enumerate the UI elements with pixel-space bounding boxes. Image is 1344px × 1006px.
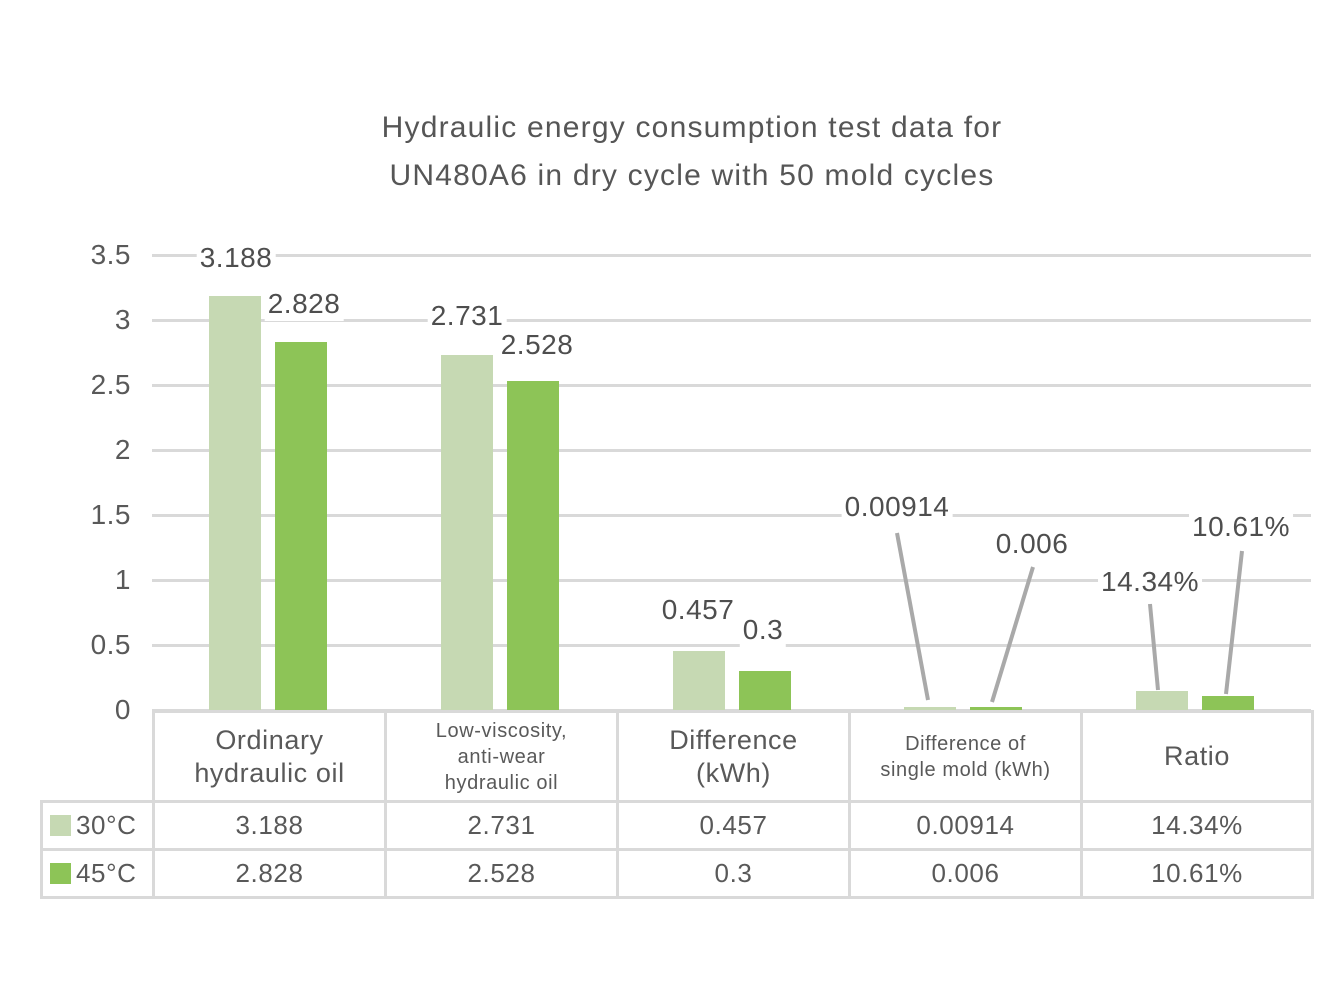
data-label-30c-cat4: 0.00914 [841, 490, 953, 524]
chart-title-line1: Hydraulic energy consumption test data f… [381, 111, 1003, 144]
plot-area [152, 253, 1311, 712]
chart-title-line2: UN480A6 in dry cycle with 50 mold cycles [389, 159, 995, 192]
bar-30c-cat3 [672, 650, 725, 710]
table-value-cell: 2.731 [384, 800, 619, 851]
data-label-30c-cat3: 0.457 [658, 593, 738, 627]
table-value-cell: 0.00914 [848, 800, 1083, 851]
table-value-cell: 3.188 [152, 800, 387, 851]
y-tick-label: 0 [114, 694, 131, 725]
legend-cell-45c: 45°C [40, 848, 155, 899]
data-label-45c-cat5: 10.61% [1189, 510, 1293, 544]
legend-label: 30°C [76, 810, 137, 840]
legend-label: 45°C [76, 858, 137, 888]
table-value-cell: 2.828 [152, 848, 387, 899]
legend-cell-30c: 30°C [40, 800, 155, 851]
table-row: 30°C 3.188 2.731 0.457 0.00914 14.34% [40, 800, 1314, 851]
gridline-y-2 [152, 448, 1311, 452]
data-label-30c-cat1: 3.188 [196, 241, 276, 275]
gridline-y-0 [152, 708, 1311, 712]
bar-30c-cat2 [440, 354, 493, 710]
y-tick-label: 2 [114, 434, 131, 465]
bar-45c-cat2 [506, 381, 559, 710]
table-header-cell: Difference of single mold (kWh) [848, 710, 1083, 803]
bar-30c-cat1 [208, 295, 261, 710]
bar-45c-cat4 [970, 707, 1023, 710]
table-row: 45°C 2.828 2.528 0.3 0.006 10.61% [40, 848, 1314, 899]
bar-45c-cat1 [274, 342, 327, 710]
table-value-cell: 0.006 [848, 848, 1083, 899]
data-table: Ordinary hydraulic oil Low-viscosity, ant… [40, 710, 1314, 899]
gridline-y-2.5 [152, 383, 1311, 387]
data-label-45c-cat2: 2.528 [497, 328, 577, 362]
gridline-y-1.5 [152, 513, 1311, 517]
table-corner-blank-cell [42, 712, 154, 802]
y-tick-label: 1.5 [90, 499, 131, 530]
data-label-45c-cat1: 2.828 [264, 287, 344, 321]
gridline-y-1 [152, 578, 1311, 582]
data-label-45c-cat4: 0.006 [992, 527, 1072, 561]
table-header-cell: Ordinary hydraulic oil [152, 710, 387, 803]
table-value-cell: 14.34% [1080, 800, 1314, 851]
data-label-30c-cat2: 2.731 [427, 299, 507, 333]
table-value-cell: 0.457 [616, 800, 851, 851]
data-label-45c-cat3: 0.3 [739, 613, 787, 647]
data-label-30c-cat5: 14.34% [1098, 565, 1202, 599]
table-header-cell: Low-viscosity, anti-wear hydraulic oil [384, 710, 619, 803]
y-tick-label: 3.5 [90, 239, 131, 270]
y-tick-label: 3 [114, 304, 131, 335]
y-tick-label: 1 [114, 564, 131, 595]
table-value-cell: 2.528 [384, 848, 619, 899]
y-axis: 0 0.5 1 1.5 2 2.5 3 3.5 [0, 239, 131, 725]
gridline-y-0.5 [152, 643, 1311, 647]
bar-30c-cat4 [904, 707, 957, 710]
y-tick-label: 0.5 [90, 629, 131, 660]
bar-30c-cat5 [1136, 691, 1189, 710]
bar-45c-cat5 [1202, 696, 1255, 710]
legend-swatch-icon [50, 863, 71, 884]
table-header-cell: Ratio [1080, 710, 1314, 803]
bar-45c-cat3 [738, 671, 791, 710]
gridline-y-3 [152, 318, 1311, 322]
legend-swatch-icon [50, 815, 71, 836]
table-header-cell: Difference (kWh) [616, 710, 851, 803]
chart-title: Hydraulic energy consumption test data f… [40, 104, 1344, 200]
table-value-cell: 0.3 [616, 848, 851, 899]
table-value-cell: 10.61% [1080, 848, 1314, 899]
gridline-y-3.5 [152, 253, 1311, 257]
y-tick-label: 2.5 [90, 369, 131, 400]
